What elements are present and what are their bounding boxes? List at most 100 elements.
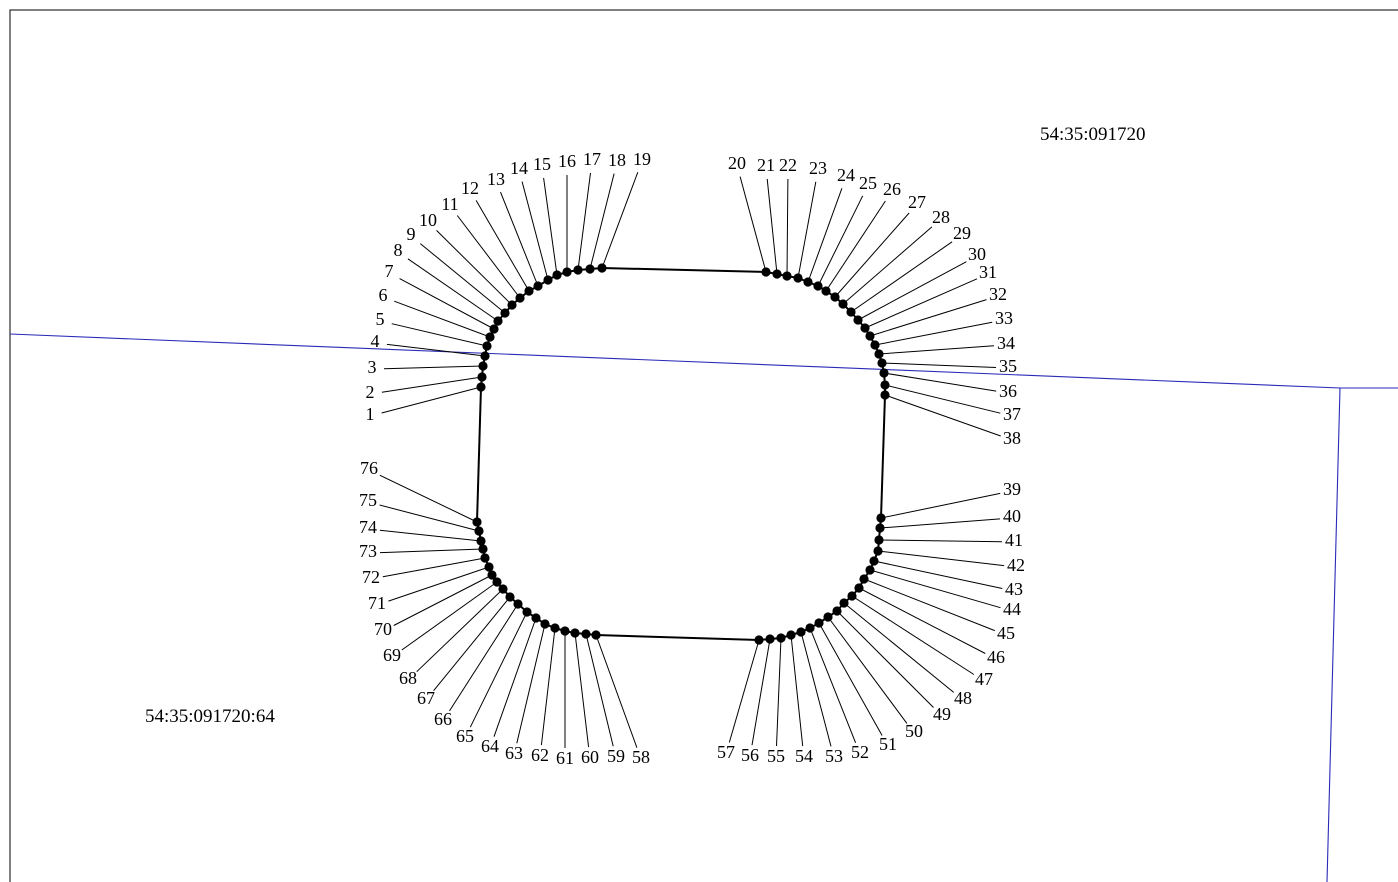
contour-point-6 (485, 332, 495, 342)
contour-point-61 (560, 626, 570, 636)
contour-point-41 (874, 535, 884, 545)
cadastral-boundary-line (9, 333, 1398, 389)
leader-line-29 (850, 241, 953, 313)
contour-point-7 (489, 324, 499, 334)
point-number-59: 59 (607, 746, 625, 766)
leader-line-64 (493, 617, 537, 737)
contour-point-26 (821, 286, 831, 296)
point-number-60: 60 (581, 747, 599, 767)
contour-point-9 (500, 308, 510, 318)
leader-line-26 (825, 200, 886, 292)
leader-line-47 (851, 595, 975, 675)
leader-line-30 (857, 261, 967, 321)
point-number-71: 71 (368, 593, 386, 613)
point-number-38: 38 (1003, 428, 1021, 448)
leader-line-7 (399, 278, 495, 330)
leader-line-13 (500, 191, 539, 287)
leader-line-5 (391, 323, 488, 347)
leader-line-10 (436, 230, 513, 306)
leader-line-70 (393, 574, 493, 626)
contour-point-44 (865, 565, 875, 575)
point-number-75: 75 (359, 490, 377, 510)
point-number-51: 51 (879, 734, 897, 754)
point-number-20: 20 (728, 153, 746, 173)
contour-point-37 (880, 380, 890, 390)
leader-line-51 (818, 622, 883, 736)
leader-line-46 (858, 587, 986, 654)
leader-line-71 (388, 566, 490, 602)
contour-point-33 (870, 340, 880, 350)
leader-line-58 (595, 634, 638, 748)
contour-point-73 (478, 544, 488, 554)
point-number-35: 35 (999, 356, 1017, 376)
contour-point-76 (472, 517, 482, 527)
point-number-4: 4 (371, 331, 380, 351)
contour-point-75 (474, 526, 484, 536)
point-number-7: 7 (385, 261, 394, 281)
contour-point-60 (570, 628, 580, 638)
contour-point-66 (513, 599, 523, 609)
contour-point-69 (492, 577, 502, 587)
point-number-74: 74 (359, 517, 377, 537)
point-number-15: 15 (533, 154, 551, 174)
contour-point-49 (832, 606, 842, 616)
leader-line-35 (881, 362, 997, 368)
contour-point-36 (879, 368, 889, 378)
point-number-45: 45 (997, 623, 1015, 643)
contour-point-3 (478, 361, 488, 371)
point-number-42: 42 (1007, 555, 1025, 575)
contour-point-57 (754, 635, 764, 645)
leader-line-18 (589, 173, 615, 270)
point-number-26: 26 (883, 179, 901, 199)
contour-point-62 (550, 623, 560, 633)
contour-point-42 (873, 546, 883, 556)
leader-line-44 (869, 569, 1001, 609)
contour-point-74 (476, 536, 486, 546)
contour-point-20 (761, 267, 771, 277)
point-number-41: 41 (1005, 530, 1023, 550)
point-number-56: 56 (741, 745, 759, 765)
contour-point-21 (772, 269, 782, 279)
point-number-3: 3 (368, 357, 377, 377)
leader-line-62 (540, 627, 556, 746)
leader-line-37 (884, 384, 1001, 414)
contour-point-31 (860, 323, 870, 333)
point-number-68: 68 (399, 668, 417, 688)
contour-point-71 (484, 562, 494, 572)
quarter-label: 54:35:091720 (1040, 124, 1146, 145)
contour-point-43 (869, 556, 879, 566)
leader-line-39 (880, 492, 1001, 519)
leader-line-56 (751, 638, 771, 746)
point-number-31: 31 (979, 262, 997, 282)
leader-line-38 (884, 394, 1001, 437)
contour-point-4 (480, 351, 490, 361)
point-number-19: 19 (633, 149, 651, 169)
cadastral-boundary-line-vertical (1326, 387, 1341, 882)
leader-line-9 (419, 243, 506, 314)
leader-line-45 (863, 578, 995, 632)
point-number-21: 21 (757, 155, 775, 175)
point-number-73: 73 (359, 541, 377, 561)
contour-point-63 (540, 619, 550, 629)
point-number-47: 47 (975, 669, 993, 689)
point-number-30: 30 (968, 244, 986, 264)
contour-point-72 (480, 553, 490, 563)
point-number-23: 23 (809, 158, 827, 178)
point-number-34: 34 (997, 333, 1015, 353)
leader-line-40 (879, 518, 1001, 529)
contour-point-25 (813, 281, 823, 291)
point-number-43: 43 (1005, 579, 1023, 599)
leader-line-8 (407, 258, 499, 322)
leader-line-28 (842, 226, 933, 305)
contour-point-52 (805, 623, 815, 633)
point-number-28: 28 (932, 207, 950, 227)
point-number-57: 57 (717, 742, 735, 762)
leader-line-6 (394, 300, 491, 338)
point-number-39: 39 (1003, 479, 1021, 499)
contour-point-68 (498, 584, 508, 594)
leader-line-3 (383, 365, 484, 370)
leader-line-65 (469, 611, 528, 728)
point-number-67: 67 (417, 688, 435, 708)
leader-line-72 (382, 557, 486, 578)
leader-line-24 (807, 188, 843, 283)
